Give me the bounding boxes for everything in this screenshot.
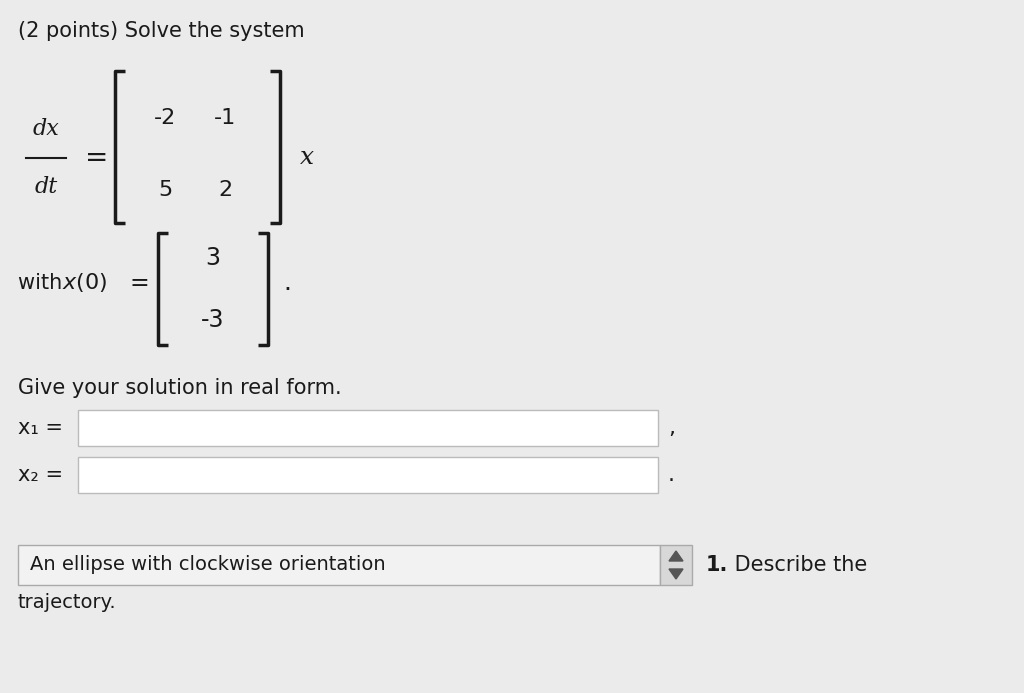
Text: dt: dt <box>35 176 57 198</box>
FancyBboxPatch shape <box>18 545 660 585</box>
Text: ,: , <box>668 418 675 438</box>
Text: An ellipse with clockwise orientation: An ellipse with clockwise orientation <box>30 556 386 574</box>
Text: .: . <box>668 465 675 485</box>
Text: -1: -1 <box>214 108 237 128</box>
FancyBboxPatch shape <box>78 457 658 493</box>
Text: 2: 2 <box>218 180 232 200</box>
Text: dx: dx <box>33 118 59 140</box>
Text: with: with <box>18 273 69 293</box>
Text: =: = <box>85 144 109 172</box>
Text: .: . <box>283 271 291 295</box>
Text: -3: -3 <box>202 308 224 332</box>
Text: 5: 5 <box>158 180 172 200</box>
FancyBboxPatch shape <box>660 545 692 585</box>
Text: -2: -2 <box>154 108 176 128</box>
Polygon shape <box>669 551 683 561</box>
Text: Give your solution in real form.: Give your solution in real form. <box>18 378 342 398</box>
FancyBboxPatch shape <box>78 410 658 446</box>
Text: =: = <box>130 271 150 295</box>
Text: x₁ =: x₁ = <box>18 418 63 438</box>
Text: $x(0)$: $x(0)$ <box>62 272 108 295</box>
Text: trajectory.: trajectory. <box>18 593 117 613</box>
Text: Describe the: Describe the <box>728 555 867 575</box>
Text: x₂ =: x₂ = <box>18 465 63 485</box>
Text: 3: 3 <box>206 246 220 270</box>
Text: 1.: 1. <box>706 555 728 575</box>
Text: x: x <box>300 146 314 170</box>
Polygon shape <box>669 569 683 579</box>
Text: (2 points) Solve the system: (2 points) Solve the system <box>18 21 304 41</box>
